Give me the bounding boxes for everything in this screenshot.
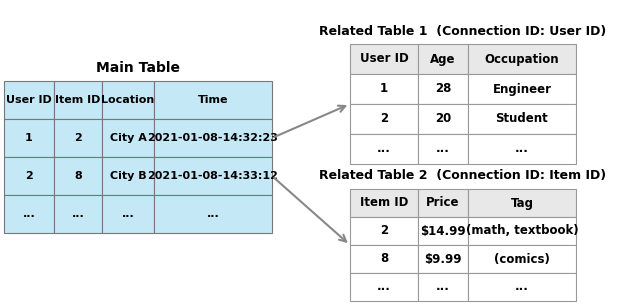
Text: City A: City A [109,133,147,143]
Text: ...: ... [72,209,84,219]
Bar [468,74,576,104]
Text: ...: ... [436,281,450,293]
Text: Age: Age [430,53,456,65]
Bar [154,157,272,195]
Text: 8: 8 [380,252,388,266]
Text: 2: 2 [380,225,388,237]
Bar [4,119,54,157]
Text: 2021-01-08-14:32:23: 2021-01-08-14:32:23 [148,133,278,143]
Text: 2021-01-08-14:33:12: 2021-01-08-14:33:12 [148,171,278,181]
Text: Main Table: Main Table [96,61,180,75]
Bar [350,74,418,104]
Text: User ID: User ID [360,53,408,65]
Text: ...: ... [377,143,391,155]
Bar [350,134,418,164]
Text: (math, textbook): (math, textbook) [466,225,579,237]
Bar [154,81,272,119]
Text: 8: 8 [74,171,82,181]
Bar [4,195,54,233]
Bar [468,104,576,134]
Text: 2: 2 [380,113,388,125]
Text: Item ID: Item ID [55,95,100,105]
Text: 1: 1 [380,83,388,95]
Text: ...: ... [436,143,450,155]
Text: 28: 28 [435,83,451,95]
Bar [418,245,468,273]
Bar [468,217,576,245]
Text: ...: ... [515,281,529,293]
Text: City B: City B [109,171,147,181]
Text: 2: 2 [74,133,82,143]
Text: Time: Time [198,95,228,105]
Bar [418,104,468,134]
Bar [418,134,468,164]
Bar [418,74,468,104]
Text: Related Table 2  (Connection ID: Item ID): Related Table 2 (Connection ID: Item ID) [319,170,607,182]
Text: (comics): (comics) [494,252,550,266]
Text: 20: 20 [435,113,451,125]
Bar [468,134,576,164]
Bar [154,195,272,233]
Bar [350,217,418,245]
Text: ...: ... [207,209,220,219]
Bar [54,195,102,233]
Text: ...: ... [122,209,134,219]
Text: ...: ... [22,209,35,219]
Bar [102,157,154,195]
Text: Engineer: Engineer [493,83,552,95]
Bar [4,81,54,119]
Text: User ID: User ID [6,95,52,105]
Bar [4,157,54,195]
Bar [350,273,418,301]
Text: Occupation: Occupation [484,53,559,65]
Text: ...: ... [377,281,391,293]
Bar [350,44,418,74]
Bar [468,189,576,217]
Text: Tag: Tag [511,196,534,210]
Bar [54,119,102,157]
Text: $9.99: $9.99 [424,252,461,266]
Text: 2: 2 [25,171,33,181]
Bar [468,44,576,74]
Bar [468,245,576,273]
Text: $14.99: $14.99 [420,225,466,237]
Bar [54,81,102,119]
Bar [154,119,272,157]
Bar [418,273,468,301]
Bar [350,189,418,217]
Text: Location: Location [101,95,155,105]
Text: ...: ... [515,143,529,155]
Bar [102,81,154,119]
Bar [418,44,468,74]
Bar [102,195,154,233]
Bar [102,119,154,157]
Text: Related Table 1  (Connection ID: User ID): Related Table 1 (Connection ID: User ID) [319,24,607,38]
Bar [418,217,468,245]
Text: Item ID: Item ID [360,196,408,210]
Text: 1: 1 [25,133,33,143]
Bar [418,189,468,217]
Text: Student: Student [495,113,548,125]
Bar [54,157,102,195]
Text: Price: Price [426,196,460,210]
Bar [350,104,418,134]
Bar [350,245,418,273]
Bar [468,273,576,301]
